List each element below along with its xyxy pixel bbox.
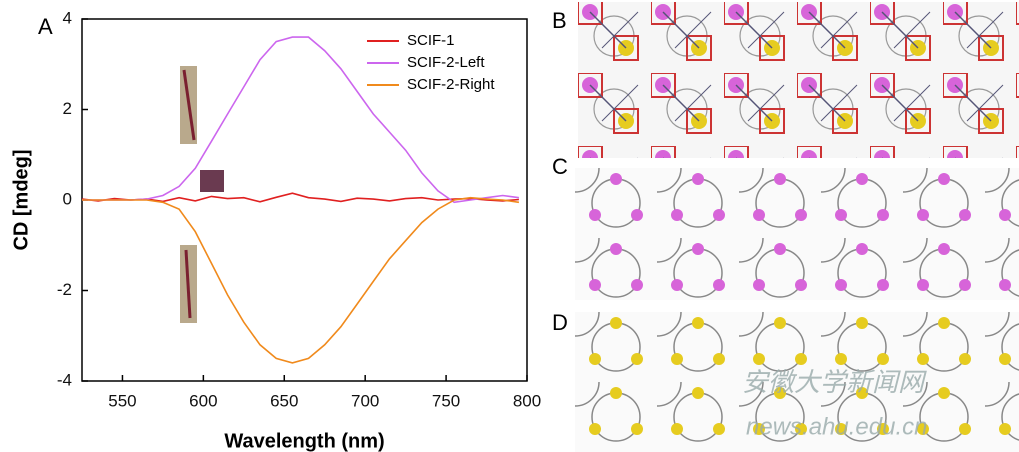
panel-label: B — [552, 8, 567, 33]
figure: A B C D 安徽大学新闻网 news.ahu.edu.cn -4 -2 0 2 4 5… — [0, 0, 1019, 452]
y-tick-label: 2 — [63, 99, 72, 118]
y-axis-label: CD [mdeg] — [10, 149, 32, 250]
legend-label: SCIF-2-Left — [407, 54, 485, 71]
x-tick-label: 800 — [513, 391, 541, 410]
x-axis-label: Wavelength (nm) — [224, 430, 384, 452]
crystal-photo — [200, 170, 224, 192]
y-tick-label: -4 — [57, 370, 72, 389]
panel-label: C — [552, 154, 568, 179]
y-tick-label: -2 — [57, 280, 72, 299]
panel-label: D — [552, 310, 568, 335]
x-tick-label: 650 — [270, 391, 298, 410]
plot: -4 -2 0 2 4 550 600 650 700 750 800 Wavelength (nm)… — [10, 8, 541, 452]
legend-label: SCIF-2-Right — [407, 76, 495, 93]
y-tick-label: 0 — [63, 189, 72, 208]
x-tick-label: 550 — [108, 391, 136, 410]
series-line — [82, 198, 519, 363]
legend-label: SCIF-1 — [407, 32, 455, 49]
panel-label: A — [38, 14, 53, 39]
y-tick-label: 4 — [63, 8, 72, 27]
x-tick-label: 750 — [432, 391, 460, 410]
watermark: 安徽大学新闻网 — [742, 367, 927, 397]
watermark: news.ahu.edu.cn — [746, 413, 927, 440]
structure-b — [578, 2, 1019, 158]
x-tick-label: 700 — [351, 391, 379, 410]
structure-c — [575, 168, 1019, 300]
x-tick-label: 600 — [189, 391, 217, 410]
